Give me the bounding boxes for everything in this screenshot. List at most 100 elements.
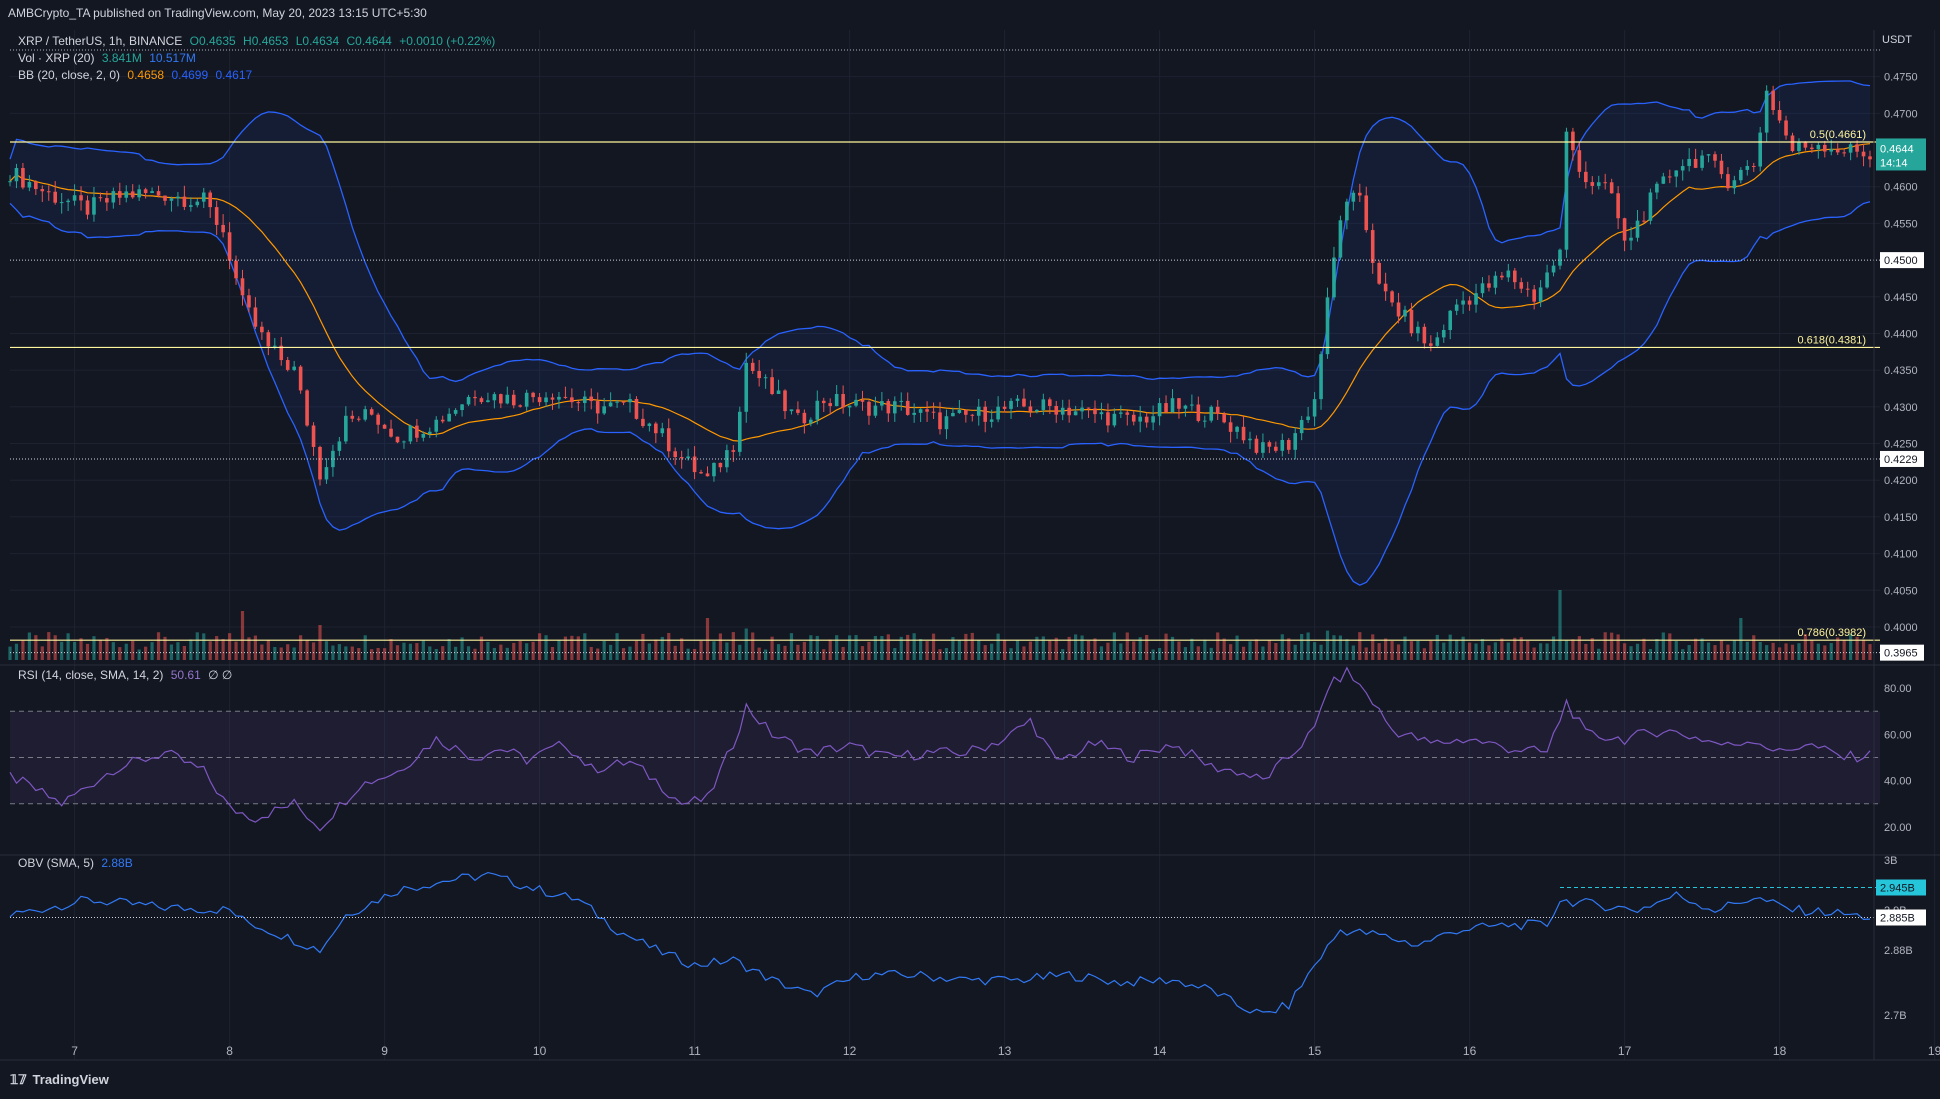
candle-body	[27, 182, 32, 188]
candle-body	[369, 409, 374, 415]
volume-bar	[1842, 640, 1846, 660]
volume-bar	[1448, 634, 1452, 660]
ohlc-low: L0.4634	[295, 34, 340, 48]
volume-bar	[34, 635, 38, 660]
volume-bar	[1241, 646, 1246, 660]
volume-bar	[466, 646, 471, 660]
candle-body	[1151, 416, 1155, 423]
candle-body	[8, 181, 12, 183]
candle-body	[1196, 404, 1201, 421]
volume-bar	[1635, 643, 1640, 660]
volume-bar	[21, 640, 25, 660]
candle-body	[59, 202, 64, 204]
candle-body	[1248, 438, 1252, 441]
volume-bar	[576, 636, 580, 660]
volume-bar	[880, 636, 884, 660]
volume-bar	[996, 633, 1000, 660]
candle-body	[427, 431, 432, 434]
volume-bar	[1829, 643, 1833, 660]
candle-body	[1700, 155, 1704, 168]
candle-body	[815, 400, 820, 420]
tradingview-logo-icon: 𝟙𝟟	[10, 1072, 27, 1087]
candle-body	[1112, 413, 1117, 426]
candle-body	[679, 457, 684, 459]
volume-bar	[1719, 640, 1724, 660]
volume-bar	[189, 639, 193, 660]
candle-body	[1345, 201, 1349, 221]
candle-body	[356, 418, 361, 420]
candle-body	[402, 441, 406, 443]
volume-bar	[1125, 632, 1129, 660]
candle-body	[557, 396, 561, 400]
volume-bar	[273, 647, 277, 660]
candle-body	[253, 307, 258, 327]
volume-bar	[247, 637, 251, 660]
candle-body	[1332, 257, 1336, 298]
candle-body	[1435, 337, 1440, 346]
volume-bar	[1681, 649, 1685, 660]
candle-body	[1119, 412, 1123, 414]
candle-body	[1409, 309, 1414, 334]
candle-body	[996, 406, 1000, 420]
volume-bar	[1442, 642, 1446, 660]
candle-body	[1144, 416, 1149, 423]
volume-bar	[337, 644, 341, 660]
candle-body	[1745, 165, 1750, 170]
obv-label: OBV (SMA, 5)	[18, 856, 95, 870]
volume-bar	[867, 641, 871, 660]
candle-body	[1732, 180, 1737, 189]
candle-body	[382, 424, 387, 429]
candle-body	[376, 414, 380, 425]
volume-bar	[1429, 640, 1433, 660]
candle-body	[1764, 90, 1769, 133]
volume-bar	[1061, 649, 1065, 660]
x-tick-label: 7	[71, 1044, 78, 1058]
volume-bar	[647, 643, 651, 660]
volume-bar	[208, 641, 212, 660]
volume-bar	[731, 632, 735, 660]
candle-body	[1306, 416, 1310, 421]
candle-body	[1784, 120, 1788, 136]
volume-bar	[1300, 633, 1304, 660]
candle-body	[1558, 249, 1562, 266]
volume-bar	[931, 633, 936, 660]
volume-bar	[628, 646, 632, 660]
volume-bar	[1177, 641, 1181, 660]
ohlc-high: H0.4653	[243, 34, 289, 48]
obv-legend: OBV (SMA, 5) 2.88B	[18, 856, 137, 870]
volume-bar	[415, 643, 419, 660]
candle-body	[1067, 407, 1071, 416]
candle-body	[473, 396, 477, 399]
candle-body	[1855, 144, 1859, 152]
candle-body	[1099, 412, 1104, 415]
candle-body	[951, 412, 955, 417]
volume-bar	[925, 641, 929, 660]
volume-bar	[370, 649, 374, 660]
volume-bar	[718, 633, 723, 660]
candle-body	[1280, 440, 1285, 451]
obv-label-text: 2.885B	[1880, 913, 1915, 925]
candle-body	[92, 197, 96, 215]
level-label-box	[1880, 450, 1924, 467]
rsi-label: RSI (14, close, SMA, 14, 2)	[18, 668, 164, 682]
volume-bar	[589, 646, 593, 660]
candle-body	[802, 412, 807, 424]
volume-bar	[557, 640, 561, 660]
volume-bar	[1584, 643, 1588, 660]
volume-bar	[1235, 635, 1239, 660]
candle-body	[1810, 147, 1814, 150]
volume-bar	[1209, 647, 1213, 660]
volume-bar	[1351, 645, 1355, 660]
candle-body	[156, 191, 161, 196]
x-tick-label: 12	[843, 1044, 857, 1058]
tradingview-footer[interactable]: 𝟙𝟟 TradingView	[10, 1072, 109, 1088]
candle-body	[272, 345, 277, 347]
candle-body	[1506, 270, 1511, 278]
volume-bar	[1597, 648, 1601, 660]
candle-body	[1377, 262, 1381, 284]
volume-bar	[1610, 632, 1614, 660]
candle-body	[1629, 237, 1633, 241]
rsi-extra: ∅ ∅	[208, 668, 233, 682]
volume-bar	[1157, 648, 1162, 660]
